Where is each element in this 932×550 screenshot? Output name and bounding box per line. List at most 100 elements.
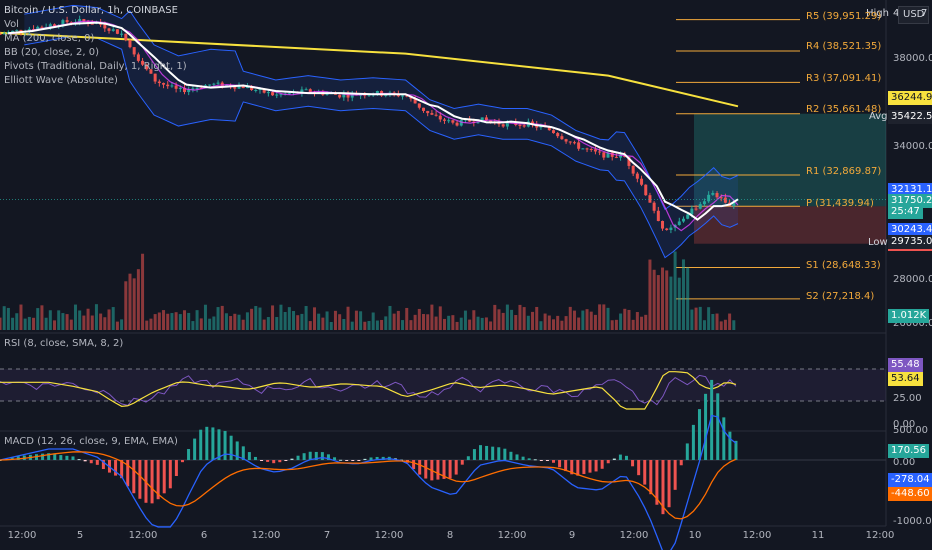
volume-bar [153, 314, 157, 330]
candle-body [531, 121, 535, 125]
volume-bar [82, 315, 86, 330]
candle-body [208, 84, 212, 86]
volume-bar [157, 312, 161, 330]
candle-body [136, 54, 140, 61]
volume-bar [560, 320, 564, 330]
candle-body [681, 218, 685, 222]
candle-body [459, 119, 463, 126]
volume-bar [371, 312, 375, 330]
volume-bar [631, 319, 635, 330]
candle-body [610, 152, 614, 157]
candle-body [82, 19, 86, 22]
volume-bar [459, 317, 463, 330]
candle-body [120, 33, 124, 35]
volume-bar [312, 307, 316, 330]
volume-bar [619, 313, 623, 330]
time-label: 12:00 [128, 530, 158, 541]
candle-body [233, 87, 237, 89]
candle-body [635, 173, 639, 179]
candle-body [271, 92, 275, 96]
currency-button[interactable]: USD [898, 6, 930, 24]
volume-bar [136, 269, 140, 330]
macd-histogram-bar [734, 440, 738, 460]
candle-body [661, 220, 665, 229]
candle-body [581, 148, 585, 150]
volume-bar [283, 311, 287, 330]
volume-bar [329, 321, 333, 330]
bb-upper-line [24, 4, 739, 211]
volume-bar [732, 320, 736, 330]
time-label: 10 [688, 530, 702, 541]
volume-bar [99, 313, 103, 330]
macd-histogram-bar [436, 460, 440, 480]
pivot-label-s1: S1 (28,648.33) [806, 260, 881, 271]
candle-body [430, 113, 434, 115]
volume-bar [11, 317, 15, 330]
legend-pivots[interactable]: Pivots (Traditional, Daily, 1, Right, 1) [4, 61, 187, 72]
macd-histogram-bar [168, 460, 172, 489]
volume-bar [132, 278, 136, 330]
volume-bar [250, 308, 254, 330]
candle-body [36, 26, 40, 30]
legend-elliott[interactable]: Elliott Wave (Absolute) [4, 75, 118, 86]
candle-body [598, 151, 602, 153]
legend-bb[interactable]: BB (20, close, 2, 0) [4, 47, 99, 58]
candle-body [254, 89, 258, 91]
volume-bar [325, 311, 329, 330]
volume-bar [614, 319, 618, 330]
volume-bar [65, 314, 69, 330]
volume-bar [23, 318, 27, 330]
candle-body [707, 194, 711, 202]
volume-bar [531, 311, 535, 330]
volume-bar [728, 313, 732, 330]
volume-bar [321, 317, 325, 330]
candle-body [15, 29, 19, 31]
candle-body [363, 94, 367, 96]
legend-volume[interactable]: Vol [4, 19, 19, 30]
legend-ma200[interactable]: MA (200, close, 0) [4, 33, 95, 44]
candle-body [111, 29, 115, 31]
volume-bar [0, 317, 2, 330]
macd-histogram-bar [631, 460, 635, 467]
macd-histogram-bar [594, 460, 598, 472]
macd-histogram-bar [558, 460, 562, 468]
macd-histogram-bar [217, 429, 221, 460]
candle-body [556, 133, 560, 137]
time-label: 8 [446, 530, 454, 541]
rsi-legend[interactable]: RSI (8, close, SMA, 8, 2) [4, 338, 124, 349]
rsi-tick-25: 25.00 [893, 393, 922, 404]
candle-body [518, 124, 522, 126]
macd-histogram-bar [637, 460, 641, 476]
volume-tag: 1.012K [888, 309, 930, 323]
candle-body [455, 122, 459, 126]
candle-body [90, 23, 94, 25]
candle-body [11, 30, 15, 32]
macd-tick-0: 0.00 [893, 457, 916, 468]
volume-bar [279, 304, 283, 330]
volume-bar [296, 315, 300, 330]
macd-histogram-bar [618, 454, 622, 460]
volume-bar [111, 307, 115, 330]
volume-bar [375, 320, 379, 330]
volume-bar [229, 316, 233, 330]
macd-histogram-bar [369, 457, 373, 460]
volume-bar [661, 267, 665, 330]
candle-body [686, 214, 690, 219]
ma200-line [0, 31, 739, 108]
candle-body [141, 60, 145, 65]
volume-bar [32, 317, 36, 330]
volume-bar [681, 259, 685, 330]
candle-body [0, 33, 2, 35]
candle-body [250, 86, 254, 91]
macd-histogram-bar [272, 460, 276, 464]
pivot-label-r4: R4 (38,521.35) [806, 41, 882, 52]
candle-body [61, 20, 65, 26]
macd-legend[interactable]: MACD (12, 26, close, 9, EMA, EMA) [4, 436, 178, 447]
macd-histogram-bar [649, 460, 653, 495]
volume-bar [187, 312, 191, 330]
macd-histogram-bar [41, 453, 45, 460]
macd-histogram-bar [65, 455, 69, 460]
volume-bar [430, 304, 434, 330]
macd-histogram-bar [509, 451, 513, 460]
